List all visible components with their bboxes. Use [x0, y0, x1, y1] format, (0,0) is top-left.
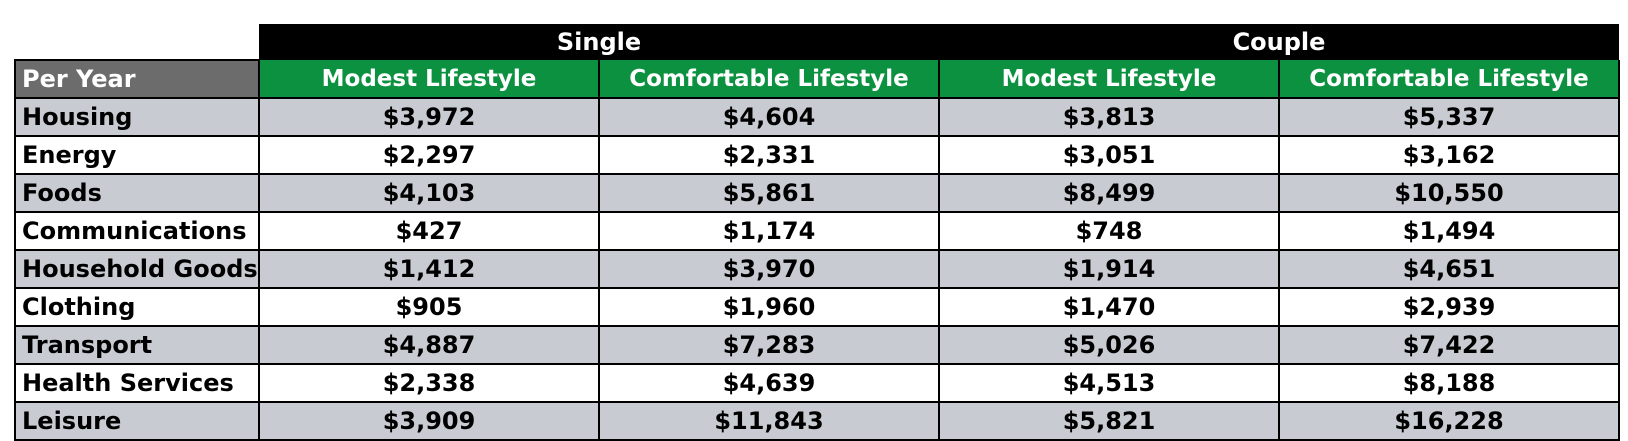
value-cell: $4,639 — [598, 363, 940, 403]
table-row: Clothing $905 $1,960 $1,470 $2,939 — [14, 287, 1620, 327]
group-header-row: Single Couple — [15, 24, 1619, 60]
value-cell: $1,494 — [1278, 211, 1620, 251]
value-cell: $10,550 — [1278, 173, 1620, 213]
row-label: Foods — [14, 173, 260, 213]
value-cell: $2,939 — [1278, 287, 1620, 327]
value-cell: $427 — [258, 211, 600, 251]
sub-header-row: Per Year Modest Lifestyle Comfortable Li… — [14, 59, 1620, 99]
row-label: Transport — [14, 325, 260, 365]
value-cell: $1,174 — [598, 211, 940, 251]
table-row: Energy $2,297 $2,331 $3,051 $3,162 — [14, 135, 1620, 175]
table-body: Housing $3,972 $4,604 $3,813 $5,337 Energy $2,… — [14, 97, 1620, 441]
table-row: Communications $427 $1,174 $748 $1,494 — [14, 211, 1620, 251]
lifestyle-cost-table: Single Couple Per Year Modest Lifestyle … — [14, 24, 1620, 441]
value-cell: $16,228 — [1278, 401, 1620, 441]
row-label: Leisure — [14, 401, 260, 441]
row-label: Housing — [14, 97, 260, 137]
value-cell: $4,513 — [938, 363, 1280, 403]
row-label: Clothing — [14, 287, 260, 327]
value-cell: $2,331 — [598, 135, 940, 175]
table-row: Foods $4,103 $5,861 $8,499 $10,550 — [14, 173, 1620, 213]
row-label: Communications — [14, 211, 260, 251]
value-cell: $7,283 — [598, 325, 940, 365]
table-row: Transport $4,887 $7,283 $5,026 $7,422 — [14, 325, 1620, 365]
sub-header-single-modest: Modest Lifestyle — [258, 60, 600, 99]
sub-header-single-comfortable: Comfortable Lifestyle — [598, 60, 940, 99]
value-cell: $11,843 — [598, 401, 940, 441]
group-header-single: Single — [259, 24, 939, 60]
per-year-header: Per Year — [14, 59, 260, 99]
value-cell: $3,972 — [258, 97, 600, 137]
value-cell: $1,412 — [258, 249, 600, 289]
row-label: Health Services — [14, 363, 260, 403]
value-cell: $3,051 — [938, 135, 1280, 175]
table-row: Leisure $3,909 $11,843 $5,821 $16,228 — [14, 401, 1620, 441]
sub-header-couple-modest: Modest Lifestyle — [938, 60, 1280, 99]
value-cell: $8,499 — [938, 173, 1280, 213]
blank-corner-cell — [15, 24, 259, 60]
value-cell: $4,604 — [598, 97, 940, 137]
value-cell: $3,909 — [258, 401, 600, 441]
table-row: Housing $3,972 $4,604 $3,813 $5,337 — [14, 97, 1620, 137]
value-cell: $5,337 — [1278, 97, 1620, 137]
group-header-couple: Couple — [939, 24, 1619, 60]
value-cell: $4,103 — [258, 173, 600, 213]
table-row: Health Services $2,338 $4,639 $4,513 $8,188 — [14, 363, 1620, 403]
value-cell: $748 — [938, 211, 1280, 251]
value-cell: $4,887 — [258, 325, 600, 365]
value-cell: $3,970 — [598, 249, 940, 289]
value-cell: $8,188 — [1278, 363, 1620, 403]
value-cell: $2,297 — [258, 135, 600, 175]
row-label: Energy — [14, 135, 260, 175]
value-cell: $905 — [258, 287, 600, 327]
value-cell: $2,338 — [258, 363, 600, 403]
value-cell: $1,960 — [598, 287, 940, 327]
sub-header-couple-comfortable: Comfortable Lifestyle — [1278, 60, 1620, 99]
value-cell: $1,470 — [938, 287, 1280, 327]
row-label: Household Goods — [14, 249, 260, 289]
value-cell: $3,813 — [938, 97, 1280, 137]
value-cell: $5,026 — [938, 325, 1280, 365]
value-cell: $4,651 — [1278, 249, 1620, 289]
value-cell: $1,914 — [938, 249, 1280, 289]
value-cell: $3,162 — [1278, 135, 1620, 175]
value-cell: $5,861 — [598, 173, 940, 213]
value-cell: $7,422 — [1278, 325, 1620, 365]
table-row: Household Goods $1,412 $3,970 $1,914 $4,651 — [14, 249, 1620, 289]
value-cell: $5,821 — [938, 401, 1280, 441]
